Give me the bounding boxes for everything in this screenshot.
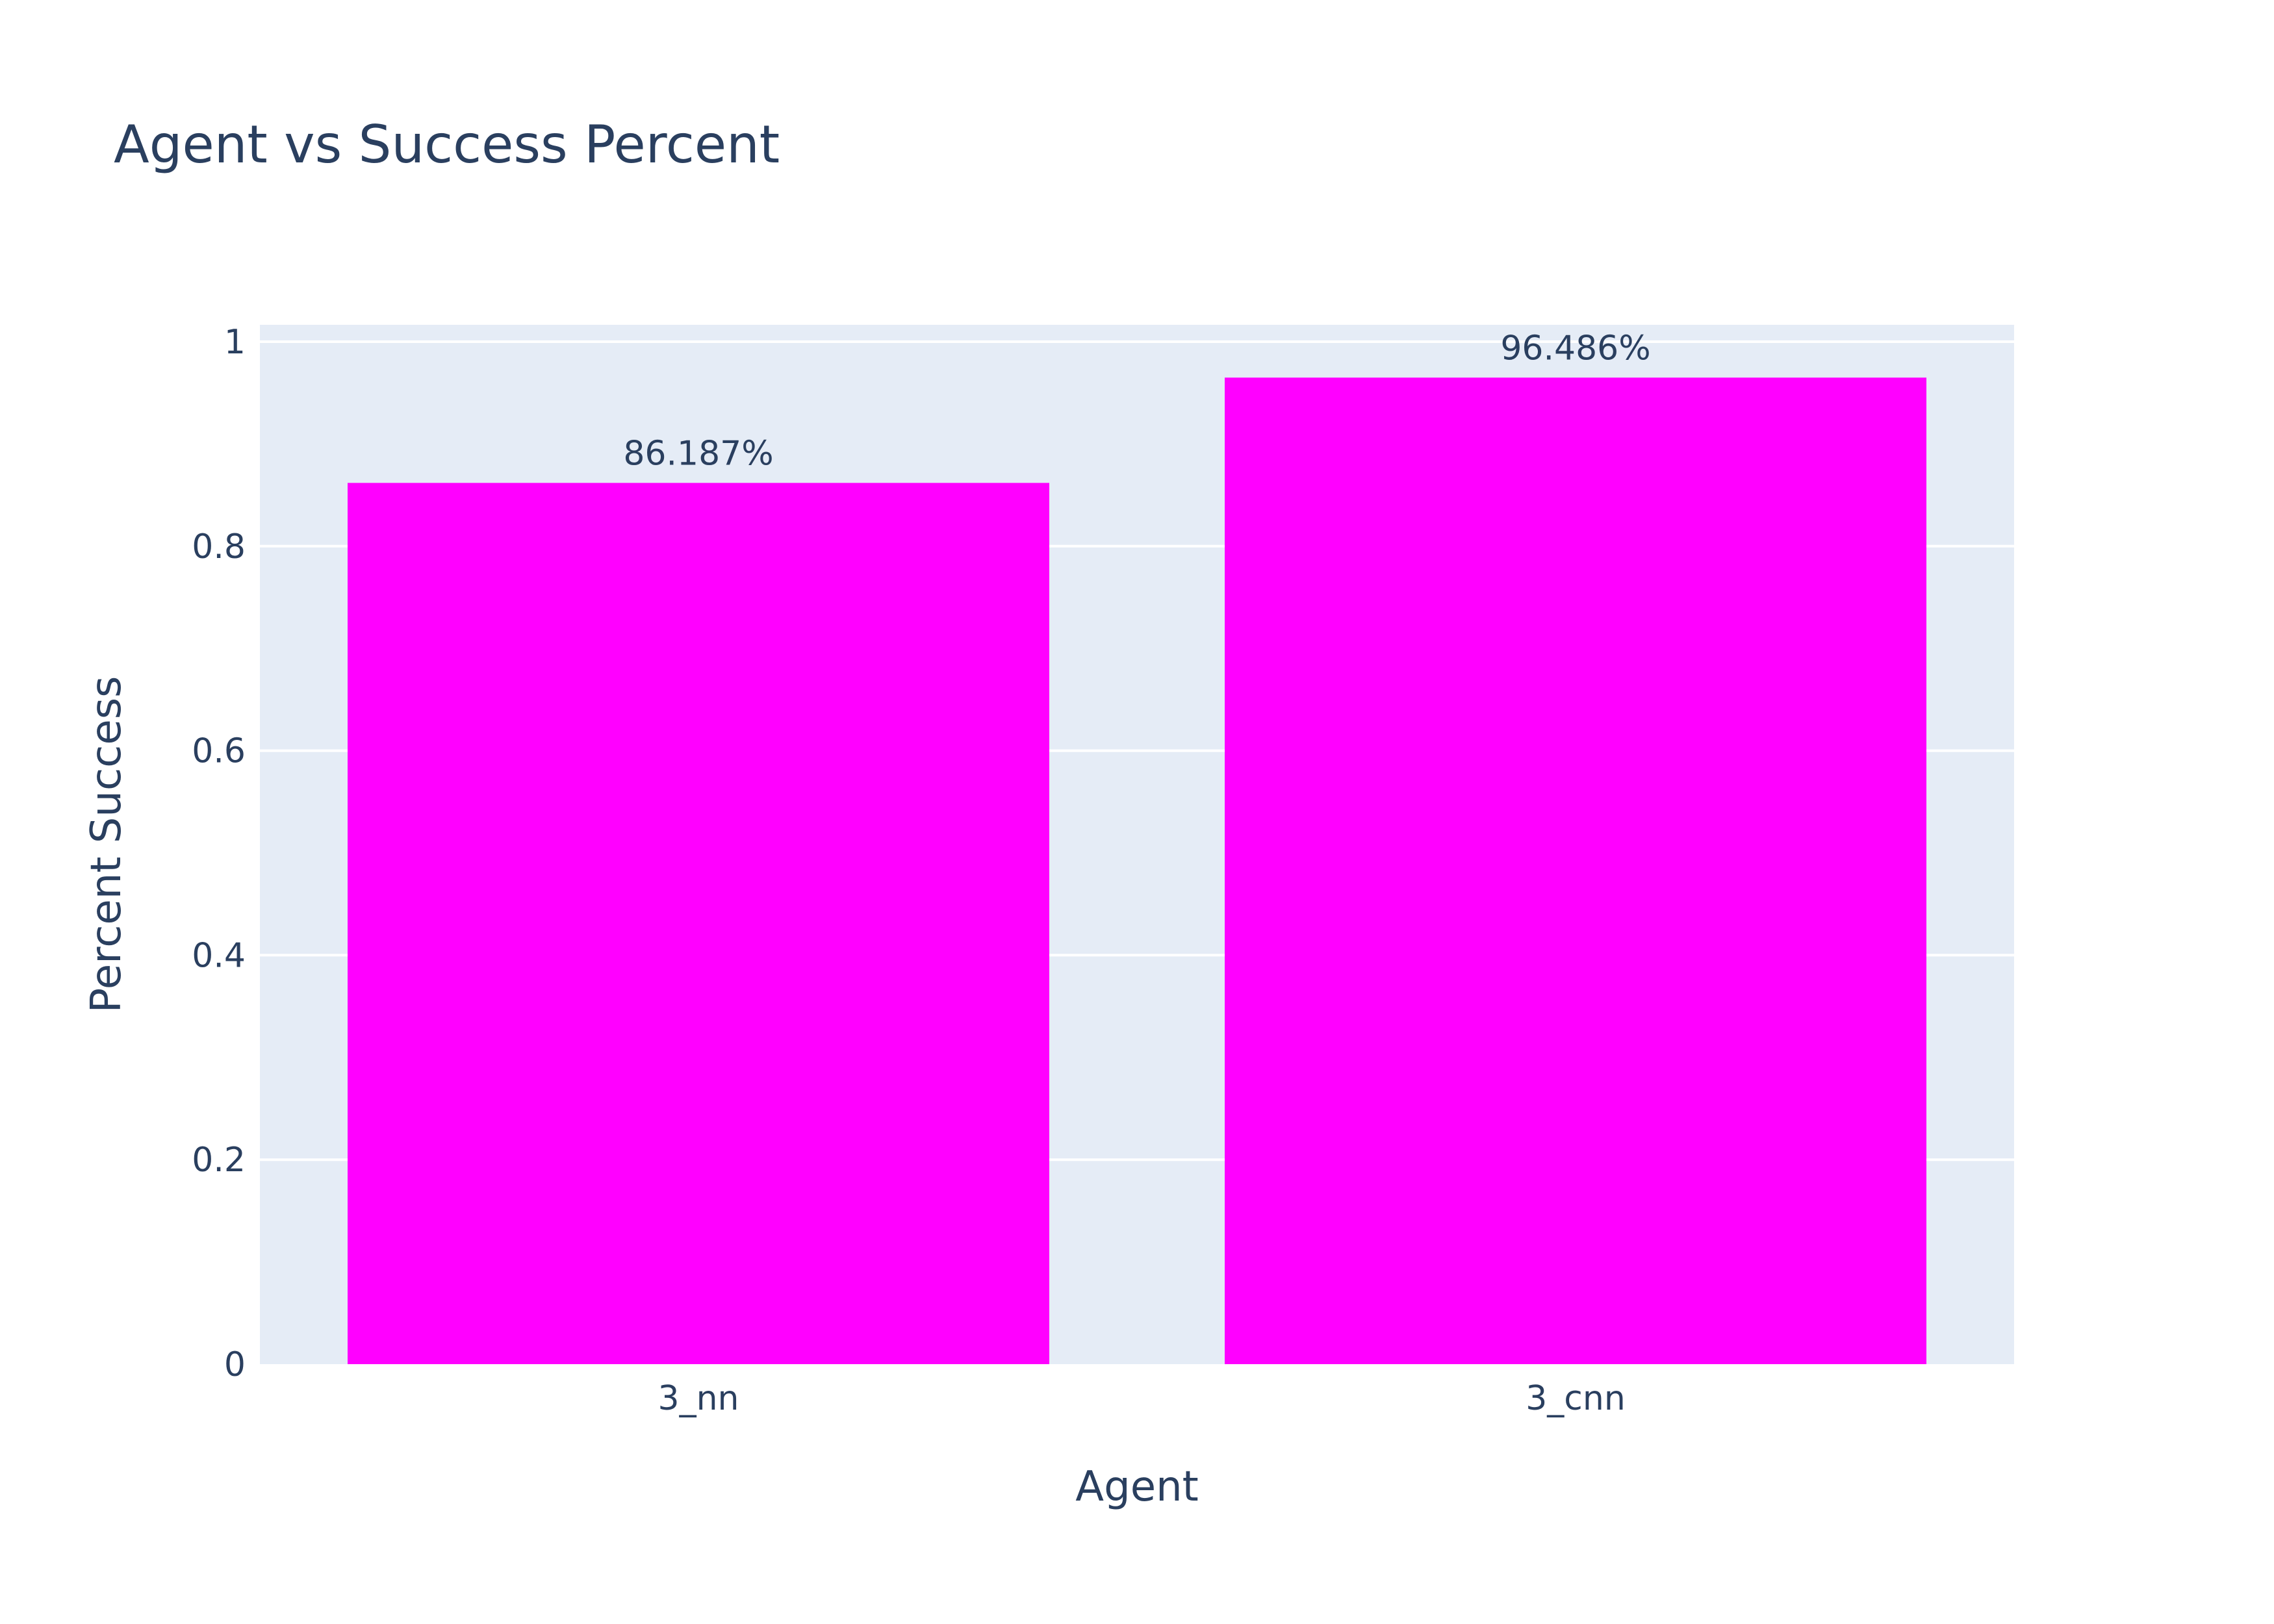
bar [1225, 377, 1926, 1364]
y-tick-label: 0.8 [192, 527, 246, 566]
bars [348, 377, 1926, 1364]
data-labels: 86.187% 96.486% [623, 329, 1650, 473]
x-tick-label: 3_cnn [1526, 1379, 1626, 1418]
y-tick-label: 0.4 [192, 936, 246, 975]
bar [348, 483, 1049, 1364]
y-tick-label: 0.2 [192, 1141, 246, 1180]
bar-value-label: 96.486% [1500, 329, 1650, 368]
y-tick-label: 0.6 [192, 732, 246, 771]
y-axis-ticks: 0 0.2 0.4 0.6 0.8 1 [192, 323, 246, 1384]
x-axis-title: Agent [1075, 1463, 1198, 1511]
y-axis-title: Percent Success [83, 676, 131, 1013]
x-axis-ticks: 3_nn 3_cnn [658, 1379, 1626, 1418]
x-tick-label: 3_nn [658, 1379, 739, 1418]
chart-title: Agent vs Success Percent [114, 114, 780, 175]
y-tick-label: 0 [224, 1345, 246, 1384]
bar-value-label: 86.187% [623, 434, 773, 473]
y-tick-label: 1 [224, 323, 246, 362]
